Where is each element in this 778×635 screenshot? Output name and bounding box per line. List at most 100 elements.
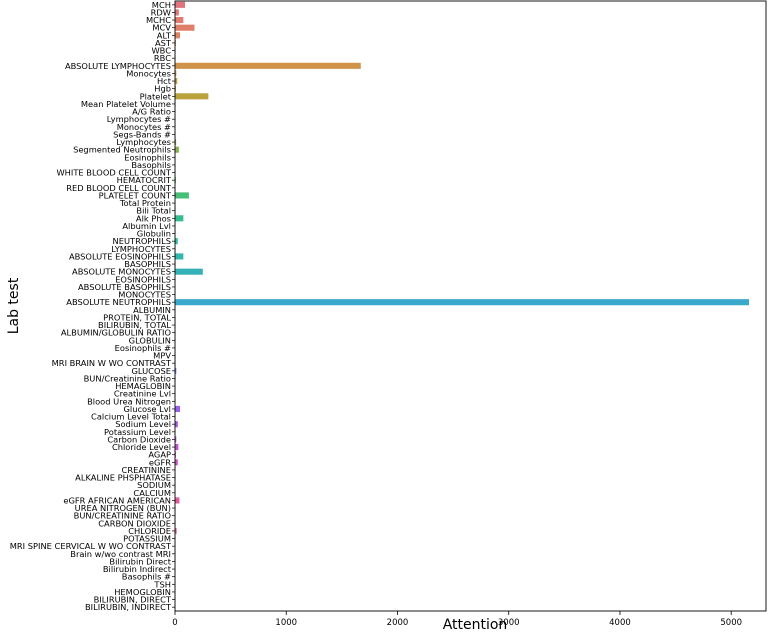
y-tick-label: MCV [152, 23, 171, 33]
bar [175, 268, 203, 275]
y-tick-label: Potassium Level [104, 427, 171, 437]
y-tick-label: RBC [154, 53, 171, 63]
y-tick-label: ALBUMIN/GLOBULIN RATIO [61, 328, 172, 338]
y-tick-label: Lymphocytes [116, 137, 171, 147]
y-tick-label: Eosinophils [124, 152, 171, 162]
bar [175, 139, 177, 146]
plot-frame [174, 0, 767, 612]
y-tick-label: HEMAGLOBIN [115, 381, 171, 391]
y-tick-label: AST [155, 38, 172, 48]
y-tick-label: Platelet [140, 91, 172, 101]
y-tick-label: EOSINOPHILS [115, 274, 171, 284]
y-tick-label: eGFR [149, 457, 171, 467]
y-tick-label: Eosinophils # [115, 343, 171, 353]
y-tick-label: TSH [153, 579, 171, 589]
bar [175, 444, 179, 451]
y-tick-label: Carbon Dioxide [107, 434, 171, 444]
y-tick-label: WHITE BLOOD CELL COUNT [56, 168, 171, 178]
bar [175, 78, 178, 85]
y-tick-label: BUN/Creatinine Ratio [84, 373, 171, 383]
y-tick-label: BILIRUBIN, DIRECT [94, 595, 172, 605]
y-tick-label: Alk Phos [136, 213, 171, 223]
bar [175, 527, 177, 534]
y-tick-label: Sodium Level [115, 419, 171, 429]
y-tick-label: ABSOLUTE NEUTROPHILS [66, 297, 171, 307]
y-tick-label: GLUCOSE [131, 366, 171, 376]
x-ticks: 0 1000 2000 3000 4000 5000 [172, 611, 742, 628]
y-tick-label: Hct [157, 76, 172, 86]
y-tick-label: Basophils [131, 160, 171, 170]
y-tick-label: Brain w/wo contrast MRI [70, 549, 171, 559]
bar [175, 9, 179, 16]
y-tick-label: A/G Ratio [132, 107, 171, 117]
y-tick-label: RED BLOOD CELL COUNT [66, 183, 172, 193]
y-tick-label: LYMPHOCYTES [111, 244, 171, 254]
y-tick-label: Bili Total [136, 206, 171, 216]
y-tick-label: Albumin Lvl [122, 221, 171, 231]
y-tick-label: Chloride Level [112, 442, 171, 452]
bar [175, 367, 177, 374]
bar [175, 405, 181, 412]
y-axis-title: Lab test [6, 277, 22, 334]
y-tick-label: HEMATOCRIT [117, 175, 172, 185]
y-tick-label: Basophils # [122, 572, 171, 582]
y-tick-label: BASOPHILS [124, 259, 171, 269]
bar [175, 459, 178, 466]
x-tick-label: 5000 [720, 618, 742, 628]
y-tick-label: Calcium Level Total [91, 412, 171, 422]
y-tick-label: Monocytes [126, 68, 171, 78]
bar [175, 146, 179, 153]
y-tick-label: BUN/CREATININE RATIO [74, 511, 172, 521]
y-tick-label: CARBON DIOXIDE [98, 518, 171, 528]
y-tick-label: CREATININE [122, 465, 171, 475]
y-tick-label: ABSOLUTE BASOPHILS [78, 282, 171, 292]
x-tick-label: 4000 [609, 618, 631, 628]
bars-group [175, 1, 749, 611]
bar [175, 238, 178, 245]
bar [175, 192, 189, 199]
y-tick-label: ALKALINE PHSPHATASE [75, 473, 171, 483]
y-tick-label: GLOBULIN [129, 335, 171, 345]
y-tick-label: ABSOLUTE LYMPHOCYTES [65, 61, 171, 71]
y-tick-label: Total Protein [119, 198, 171, 208]
y-tick-label: Hgb [154, 84, 171, 94]
y-tick-label: ABSOLUTE MONOCYTES [72, 267, 171, 277]
y-tick-label: Glucose Lvl [123, 404, 171, 414]
y-tick-label: Bilirubin Direct [109, 556, 171, 566]
bar [175, 70, 177, 77]
y-tick-label: Segs-Bands # [113, 129, 171, 139]
y-tick-label: POTASSIUM [123, 534, 171, 544]
bar [175, 436, 177, 443]
y-tick-label: BILIRUBIN, TOTAL [98, 320, 171, 330]
bar [175, 253, 184, 260]
y-tick-label: Segmented Neutrophils [73, 145, 171, 155]
bar [175, 24, 195, 31]
x-tick-label: 1000 [275, 618, 297, 628]
y-tick-label: Monocytes # [117, 122, 171, 132]
y-tick-label: ALBUMIN [133, 305, 171, 315]
y-tick-label: MCH [152, 0, 171, 10]
bar [175, 1, 186, 8]
y-tick-label: MONOCYTES [118, 290, 171, 300]
y-tick-label: Globulin [137, 229, 171, 239]
y-tick-label: Creatinine Lvl [114, 389, 171, 399]
x-tick-label: 2000 [387, 618, 409, 628]
y-tick-label: MPV [153, 351, 171, 361]
y-tick-label: MRI SPINE CERVICAL W WO CONTRAST [10, 541, 172, 551]
y-tick-label: CHLORIDE [128, 526, 171, 536]
bar [175, 215, 184, 222]
y-tick-label: eGFR AFRICAN AMERICAN [63, 495, 171, 505]
y-tick-label: AGAP [148, 450, 171, 460]
bar [175, 497, 180, 504]
bar [175, 62, 361, 69]
bar [175, 17, 184, 24]
y-tick-label: RDW [151, 7, 171, 17]
y-tick-label: WBC [151, 46, 171, 56]
y-tick-label: PROTEIN, TOTAL [103, 312, 171, 322]
bar [175, 32, 181, 39]
y-tick-label: Mean Platelet Volume [81, 99, 171, 109]
x-tick-label: 3000 [498, 618, 520, 628]
y-tick-label: MRI BRAIN W WO CONTRAST [52, 358, 172, 368]
